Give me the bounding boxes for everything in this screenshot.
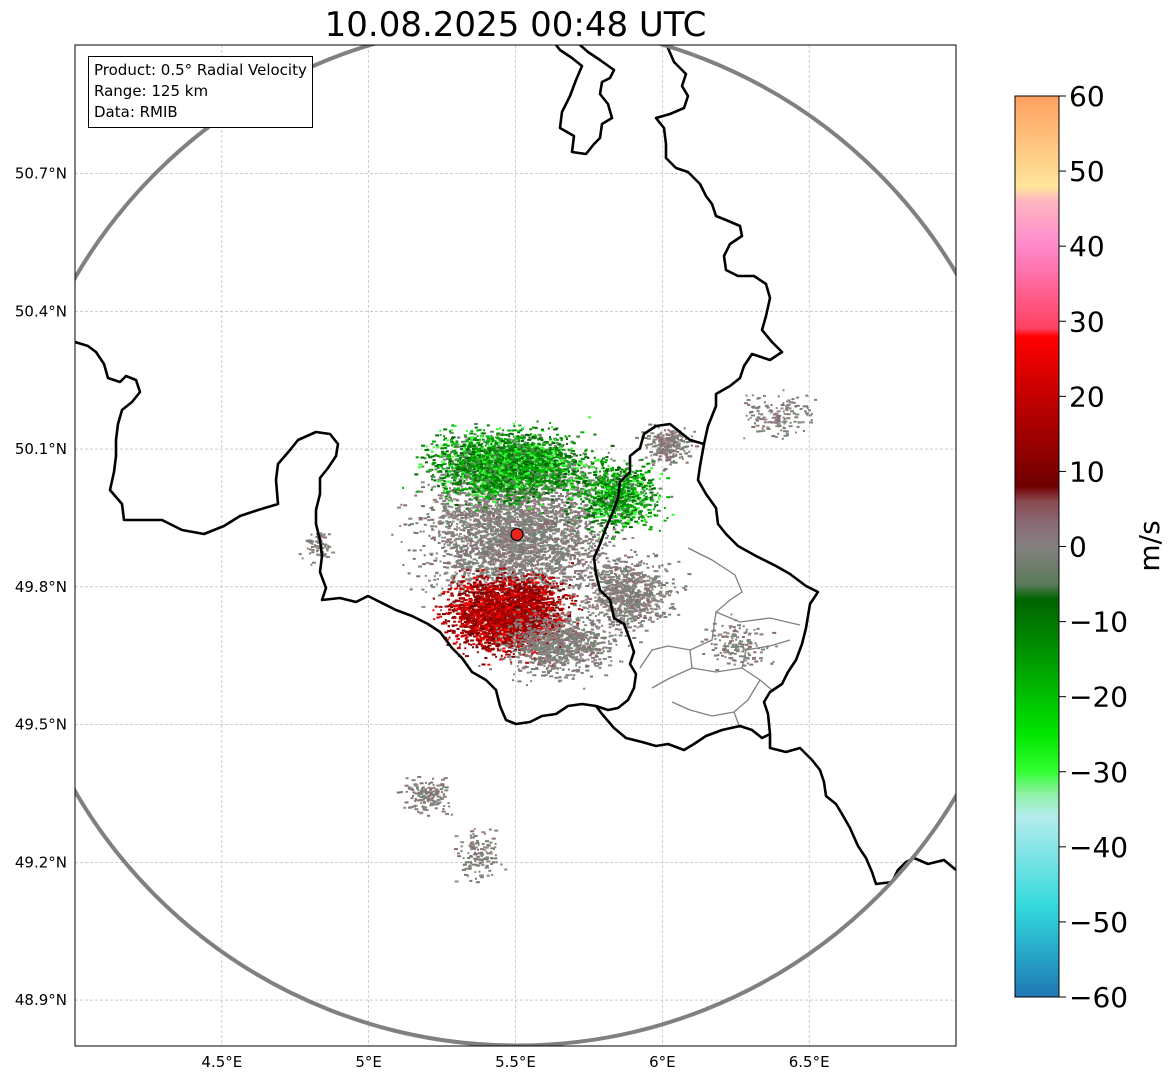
radar-echoes	[298, 389, 818, 884]
range-ring	[75, 45, 956, 1046]
regional-borders	[639, 547, 801, 729]
lon-tick-label: 6°E	[649, 1053, 676, 1071]
lat-tick-labels: 48.9°N 49.2°N 49.5°N 49.8°N 50.1°N 50.4°N 50.7…	[15, 165, 67, 1010]
colorbar-tick-label: 30	[1069, 305, 1105, 338]
colorbar-tick-label: 40	[1069, 230, 1105, 263]
info-product: Product: 0.5° Radial Velocity	[94, 61, 307, 79]
lon-tick-labels: 4.5°E 5°E 5.5°E 6°E 6.5°E	[201, 1053, 829, 1071]
colorbar-tick-label: −50	[1069, 906, 1128, 939]
plot-frame	[74, 44, 957, 1047]
lat-tick-label: 50.4°N	[15, 302, 67, 320]
lat-tick-label: 49.8°N	[15, 578, 67, 596]
colorbar-ticks: 60 50 40 30 20 10 0 −10 −20 −30 −40 −50 −60	[1059, 80, 1128, 1014]
colorbar-label: m/s	[1133, 520, 1166, 571]
colorbar-tick-label: −60	[1069, 981, 1128, 1014]
colorbar: 60 50 40 30 20 10 0 −10 −20 −30 −40 −50 −60 m/s	[1014, 80, 1166, 1014]
lat-tick-label: 49.5°N	[15, 716, 67, 734]
info-box: Product: 0.5° Radial Velocity Range: 125…	[88, 56, 313, 128]
colorbar-tick-label: −10	[1069, 606, 1128, 639]
colorbar-tick-label: −30	[1069, 756, 1128, 789]
info-range: Range: 125 km	[94, 82, 209, 100]
lon-tick-label: 4.5°E	[201, 1053, 242, 1071]
lat-tick-label: 48.9°N	[15, 991, 67, 1009]
colorbar-tick-label: −20	[1069, 681, 1128, 714]
lon-tick-label: 5°E	[355, 1053, 382, 1071]
lon-tick-label: 6.5°E	[789, 1053, 830, 1071]
lat-tick-label: 50.1°N	[15, 440, 67, 458]
colorbar-tick-label: −40	[1069, 831, 1128, 864]
lat-tick-label: 49.2°N	[15, 853, 67, 871]
map-title: 10.08.2025 00:48 UTC	[324, 5, 707, 45]
colorbar-tick-label: 0	[1069, 531, 1087, 564]
colorbar-tick-label: 20	[1069, 380, 1105, 413]
colorbar-tick-label: 10	[1069, 455, 1105, 488]
colorbar-tick-label: 50	[1069, 155, 1105, 188]
radar-site-marker	[510, 527, 524, 542]
lat-tick-label: 50.7°N	[15, 165, 67, 183]
lon-tick-label: 5.5°E	[495, 1053, 536, 1071]
info-data-source: Data: RMIB	[94, 103, 178, 121]
colorbar-gradient	[1014, 95, 1060, 998]
colorbar-tick-label: 60	[1069, 80, 1105, 113]
